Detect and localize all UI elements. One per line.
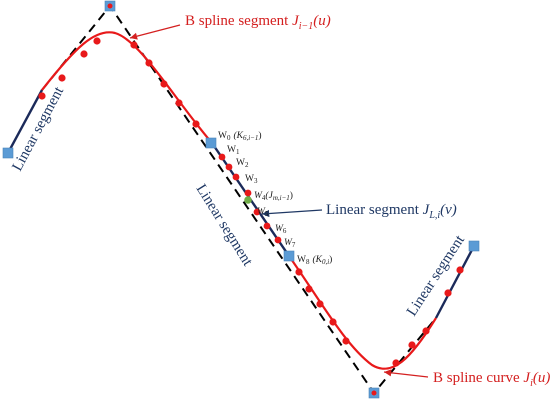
w4-extra: (J <box>265 190 273 201</box>
waypoint-label-w0: W0 (K6,i−1) <box>218 130 262 142</box>
w7-sub: 7 <box>292 241 296 249</box>
w0-base: W <box>218 131 227 141</box>
waypoint-labels: W0 (K6,i−1) W1 W2 W3 W4(Jm,i−1) W5 W6 W7 … <box>218 130 332 266</box>
w8-extra-close: ) <box>329 254 332 265</box>
waypoint-label-w6: W6 <box>275 224 287 235</box>
label-bspline-curve-arg: (u) <box>533 370 550 386</box>
arrow-bspline-segment <box>129 24 181 40</box>
w0-extra-close: ) <box>258 130 261 141</box>
label-bspline-segment-sym: J <box>292 13 300 29</box>
label-linear-jli-sym: J <box>423 202 431 218</box>
waypoint-label-w3: W3 <box>245 174 258 185</box>
w3-base: W <box>245 174 254 184</box>
control-polygon-dashed <box>41 4 437 395</box>
lower-bspline-curve <box>288 255 437 370</box>
right-linear-segment <box>434 245 476 319</box>
bspline-sample-points-upper <box>38 37 200 128</box>
waypoint-label-w8: W8 (K0,i) <box>297 254 332 266</box>
w8-extra-sub: 0,i <box>322 258 329 266</box>
arrow-linear-segment <box>261 209 323 218</box>
w0-sub: 0 <box>227 134 231 142</box>
waypoint-label-w4: W4(Jm,i−1) <box>254 190 293 202</box>
w6-base: W <box>275 224 284 234</box>
w4-base: W <box>254 191 263 201</box>
bspline-sample-points-lower <box>295 266 464 367</box>
waypoint-label-w2: W2 <box>236 158 249 169</box>
w2-sub: 2 <box>245 161 249 169</box>
label-bspline-segment: B spline segment Ji−1(u) <box>185 13 331 32</box>
trough-marker <box>371 390 377 396</box>
w4-extra-sub: m,i−1 <box>273 194 290 202</box>
label-bspline-segment-arg: (u) <box>313 13 331 29</box>
waypoint-label-w7: W7 <box>284 238 296 249</box>
waypoint-label-w1: W1 <box>227 145 240 156</box>
label-bspline-segment-text: B spline segment <box>185 13 292 29</box>
w8-base: W <box>297 255 306 265</box>
w1-sub: 1 <box>236 148 240 156</box>
peak-marker <box>107 3 113 9</box>
waypoint-w4-green <box>244 196 252 204</box>
label-bspline-curve: B spline curve Ji(u) <box>433 370 550 389</box>
waypoint-label-w5: W5 <box>257 207 269 218</box>
left-linear-segment <box>6 89 44 154</box>
linear-waypoints <box>218 153 282 244</box>
w0-extra: (K <box>233 130 243 141</box>
w6-sub: 6 <box>283 227 287 235</box>
w5-sub: 5 <box>265 210 269 218</box>
w8-sub: 8 <box>306 258 310 266</box>
w2-base: W <box>236 158 245 168</box>
label-bspline-curve-sub: i <box>530 378 533 389</box>
w3-sub: 3 <box>254 177 258 185</box>
w8-extra: (K <box>312 254 322 265</box>
upper-bspline-curve <box>41 31 213 144</box>
w4-sub: 4 <box>262 194 266 202</box>
label-bspline-curve-text: B spline curve <box>433 370 523 386</box>
label-bspline-curve-sym: J <box>523 370 531 386</box>
w4-extra-close: ) <box>290 190 293 201</box>
label-linear-jli-text: Linear segment <box>326 202 423 218</box>
label-linear-jli-arg: (v) <box>440 202 457 218</box>
label-linear-segment-jli: Linear segment JL,i(v) <box>326 202 457 221</box>
w0-extra-sub: 6,i−1 <box>243 134 258 142</box>
w7-base: W <box>284 238 293 248</box>
knot-squares <box>2 0 480 399</box>
arrow-bspline-curve <box>383 369 429 378</box>
label-bspline-segment-sub: i−1 <box>299 21 314 32</box>
label-linear-jli-sub: L,i <box>428 210 440 221</box>
w5-base: W <box>257 207 266 217</box>
w1-base: W <box>227 145 236 155</box>
